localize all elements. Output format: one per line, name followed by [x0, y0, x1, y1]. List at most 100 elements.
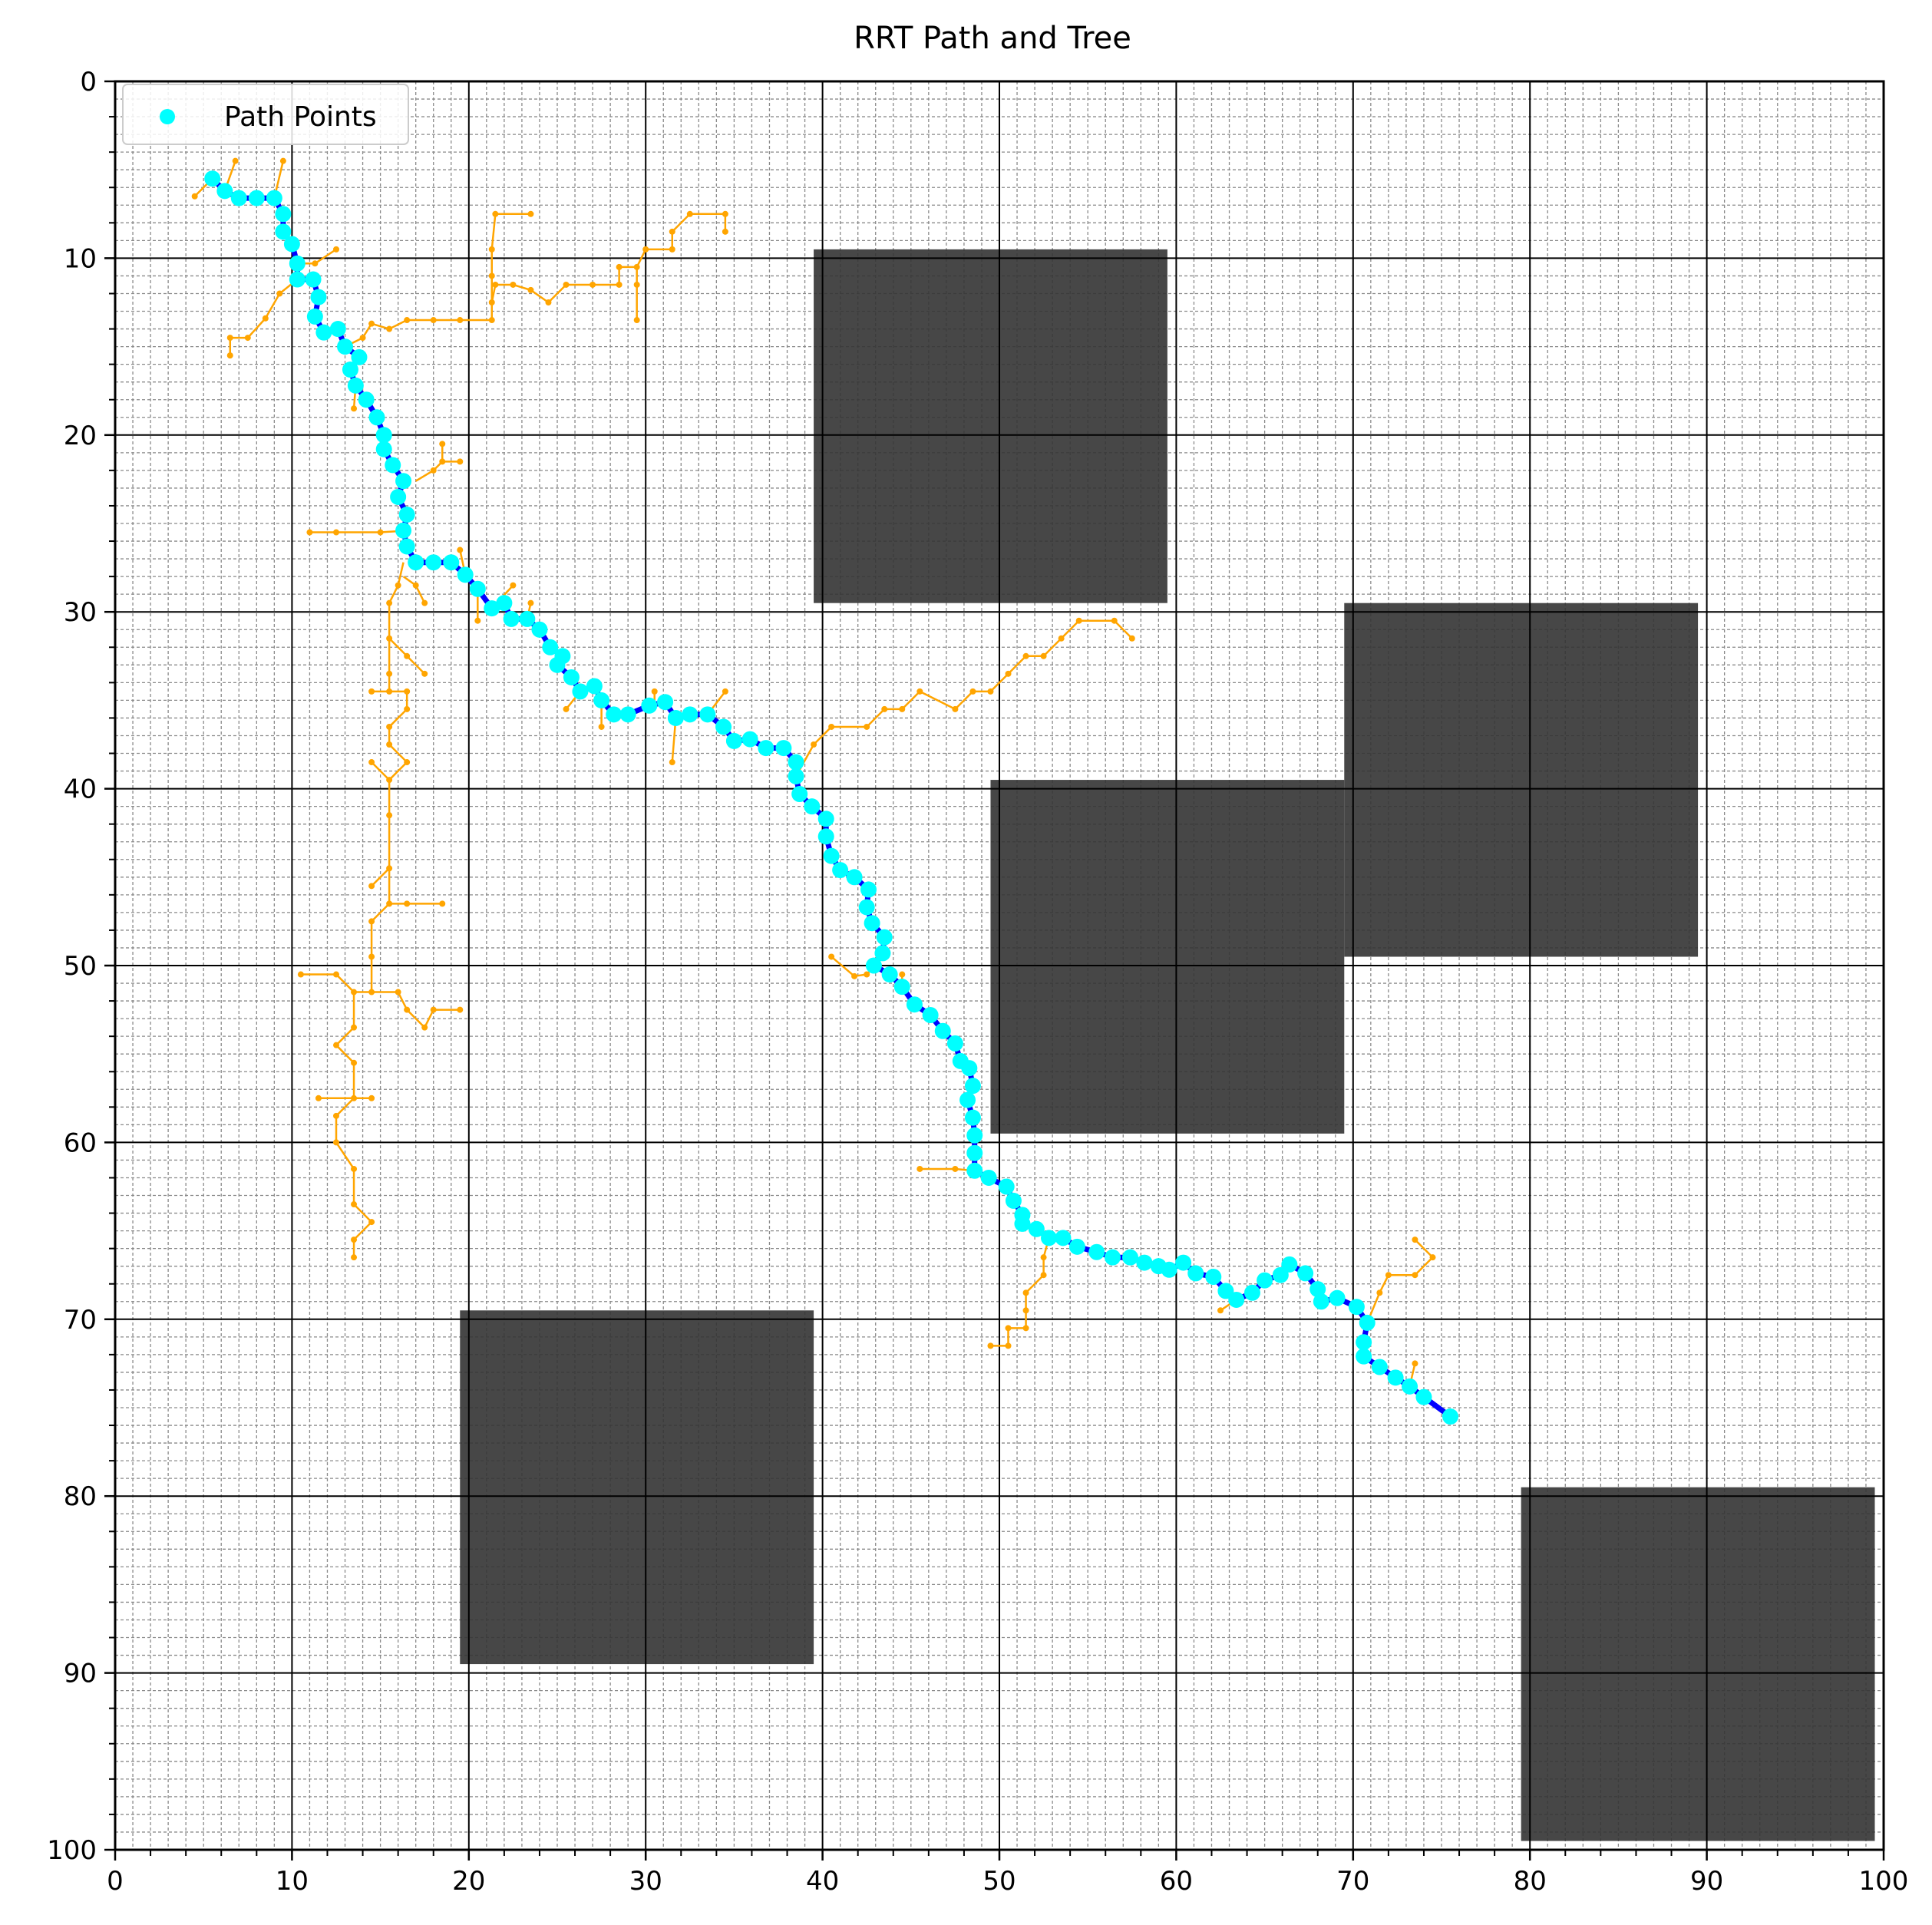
tree-edge: [397, 992, 408, 1011]
y-tick-label: 80: [64, 1481, 97, 1512]
path-point: [1313, 1293, 1329, 1310]
path-point: [542, 639, 559, 655]
tree-edge: [919, 690, 956, 711]
tree-edge: [335, 1044, 355, 1064]
tree-node: [368, 883, 375, 890]
x-tick-label: 60: [1160, 1866, 1193, 1897]
path-point: [966, 1162, 983, 1179]
obstacle-block: [1521, 1487, 1875, 1841]
tree-node: [633, 317, 640, 324]
path-point: [934, 1022, 951, 1039]
path-point: [758, 740, 774, 757]
tree-edge: [1379, 1274, 1389, 1293]
legend-box: [122, 84, 409, 145]
tree-edge: [1414, 1256, 1434, 1276]
path-point: [876, 929, 893, 946]
tree-edge: [371, 867, 391, 887]
path-point: [248, 190, 265, 206]
tree-node: [306, 529, 313, 536]
path-point: [1187, 1265, 1204, 1282]
tree-edge: [397, 562, 405, 586]
tree-edge: [831, 956, 855, 977]
tree-node: [722, 228, 728, 235]
path-point: [519, 610, 536, 627]
path-line-layer: [210, 177, 1452, 1419]
tree-node: [351, 405, 358, 412]
path-point: [998, 1178, 1015, 1195]
path-point: [1297, 1265, 1314, 1282]
path-point: [1088, 1243, 1105, 1260]
tree-edge: [388, 708, 408, 728]
tree-edge: [406, 655, 426, 675]
path-points-layer: [204, 170, 1459, 1425]
tree-node: [1128, 635, 1135, 642]
y-tick-label: 70: [64, 1305, 97, 1336]
path-point: [1161, 1261, 1177, 1278]
path-point: [788, 768, 804, 784]
y-tick-label: 30: [64, 597, 97, 628]
path-point: [443, 554, 460, 571]
path-point: [1272, 1266, 1289, 1283]
x-tick-label: 10: [276, 1866, 309, 1897]
tree-node: [510, 582, 517, 589]
tree-node: [351, 1254, 358, 1261]
path-point: [1356, 1334, 1372, 1351]
path-point: [804, 798, 821, 815]
path-point: [699, 706, 716, 723]
tree-edge: [371, 761, 391, 781]
y-tick-label: 0: [80, 67, 97, 97]
tree-edge: [335, 1141, 355, 1170]
path-point: [893, 979, 910, 996]
tree-edge: [335, 1026, 355, 1046]
path-point: [1359, 1314, 1376, 1331]
x-tick-label: 40: [806, 1866, 839, 1897]
y-tick-label: 60: [64, 1128, 97, 1158]
path-point: [823, 847, 840, 864]
x-tick-label: 20: [452, 1866, 485, 1897]
path-point: [306, 308, 323, 325]
tree-edge: [954, 690, 974, 710]
tree-edge: [353, 1221, 372, 1241]
path-point: [342, 362, 358, 378]
path-point: [980, 1169, 997, 1186]
tree-edge: [1414, 1239, 1434, 1259]
path-point: [1175, 1254, 1192, 1271]
path-point: [1104, 1249, 1121, 1266]
tree-edge: [1025, 1274, 1045, 1294]
y-tick-label: 90: [64, 1659, 97, 1689]
path-point: [457, 566, 474, 583]
path-point: [1356, 1348, 1372, 1365]
tree-edge: [415, 469, 434, 482]
path-point: [283, 236, 300, 253]
path-point: [395, 522, 412, 539]
path-point: [860, 881, 877, 898]
tree-node: [669, 759, 675, 766]
path-point: [549, 656, 566, 673]
path-point: [469, 580, 486, 597]
path-point: [390, 488, 407, 505]
tree-node: [457, 1006, 464, 1013]
path-point: [667, 709, 684, 726]
tree-edge: [353, 1204, 372, 1223]
x-tick-label: 50: [983, 1866, 1016, 1897]
path-point: [1442, 1408, 1459, 1425]
path-point: [874, 945, 891, 962]
x-tick-label: 90: [1690, 1866, 1723, 1897]
path-point: [946, 1035, 963, 1052]
tree-node: [226, 352, 233, 359]
tree-node: [191, 193, 198, 200]
path-point: [619, 706, 636, 723]
path-point: [606, 706, 623, 723]
path-point: [741, 731, 758, 748]
path-point: [1281, 1256, 1298, 1273]
path-point: [289, 271, 305, 288]
path-point: [817, 828, 834, 845]
tree-edge: [314, 248, 337, 265]
tree-edge: [1042, 637, 1062, 657]
path-point: [817, 811, 834, 827]
path-point: [503, 610, 520, 627]
tree-node: [368, 1095, 375, 1101]
tree-node: [279, 157, 286, 164]
tree-edge: [530, 289, 550, 304]
